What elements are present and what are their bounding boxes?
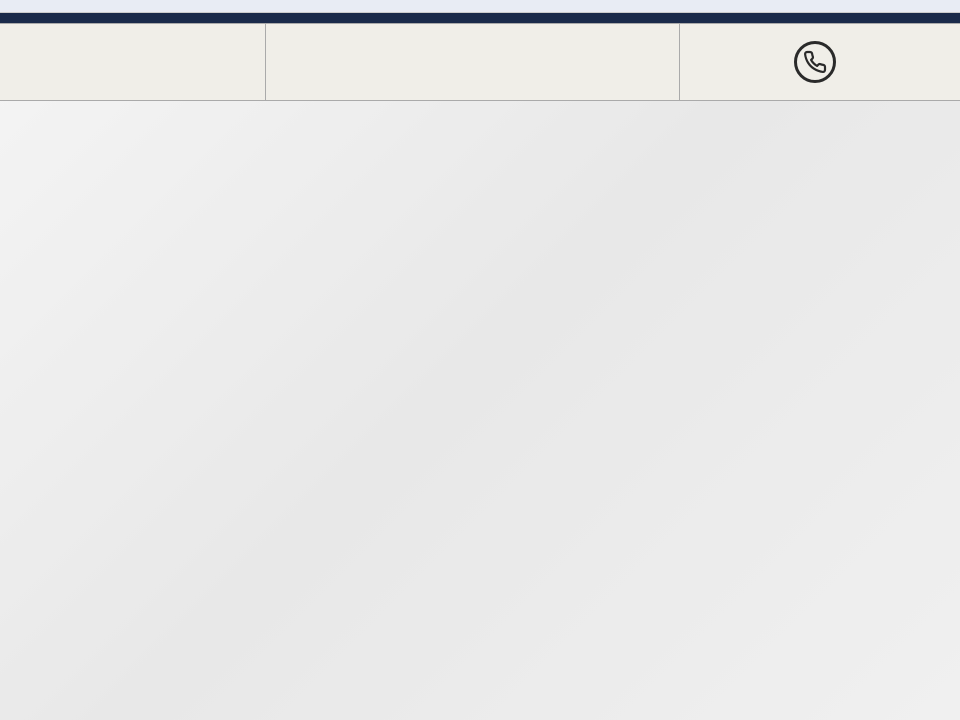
table-header [1,14,960,23]
promo-brand [265,24,680,100]
col-page [761,14,960,23]
page-title [0,0,960,13]
whatsapp-icon [794,41,836,83]
promo-banner [0,23,960,101]
col-qno [1,14,111,23]
col-unit [311,14,511,23]
col-block [111,14,311,23]
col-point [511,14,761,23]
promo-contact [680,41,960,83]
reference-table-top [0,13,960,23]
assignment-motivator-page [0,0,960,720]
